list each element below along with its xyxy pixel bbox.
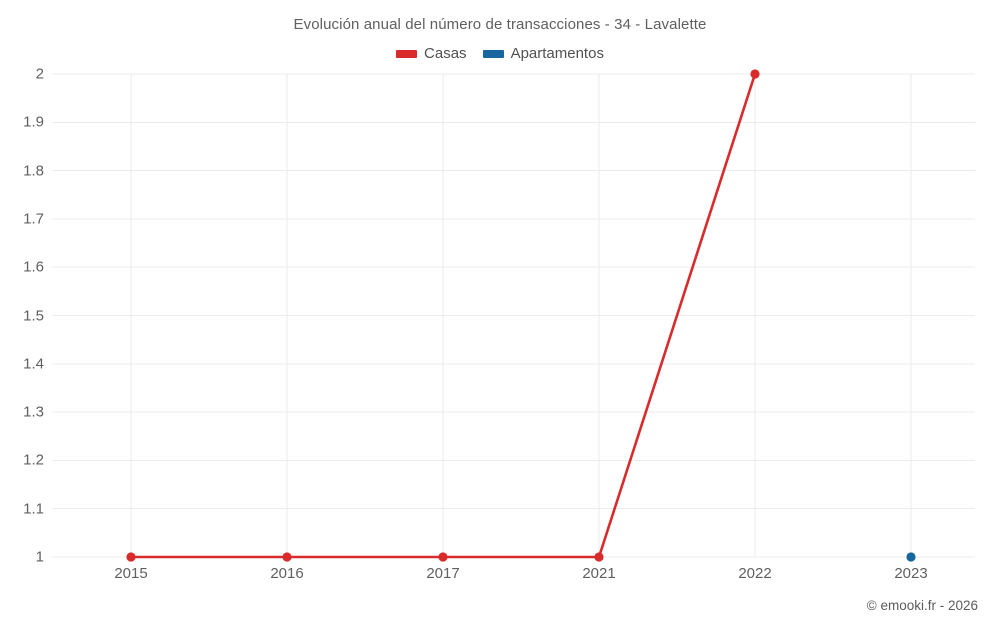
footer-credit: © emooki.fr - 2026 bbox=[866, 598, 978, 613]
y-tick-label: 1 bbox=[35, 548, 44, 566]
data-point[interactable] bbox=[438, 552, 448, 562]
y-tick-label: 1.6 bbox=[23, 258, 44, 276]
legend-item-apartamentos[interactable]: Apartamentos bbox=[482, 45, 604, 62]
data-point[interactable] bbox=[594, 552, 604, 562]
y-tick-label: 1.8 bbox=[23, 162, 44, 180]
plot-svg bbox=[52, 69, 975, 562]
data-point[interactable] bbox=[282, 552, 292, 562]
y-tick-label: 1.9 bbox=[23, 113, 44, 131]
chart-title: Evolución anual del número de transaccio… bbox=[293, 16, 707, 33]
y-axis: 2 1.9 1.8 1.7 1.6 1.5 1.4 1.3 1.2 1.1 1 bbox=[0, 66, 44, 566]
chart-legend: Casas Apartamentos bbox=[0, 45, 1000, 62]
x-tick-label: 2015 bbox=[114, 565, 148, 582]
grid-lines bbox=[52, 73, 975, 558]
x-tick-label: 2021 bbox=[582, 565, 616, 582]
x-tick-label: 2023 bbox=[894, 565, 928, 582]
y-tick-label: 1.7 bbox=[23, 210, 44, 228]
legend-swatch-icon bbox=[396, 49, 418, 58]
legend-item-casas[interactable]: Casas bbox=[396, 45, 467, 62]
x-tick-label: 2016 bbox=[270, 565, 304, 582]
y-tick-label: 1.3 bbox=[23, 403, 44, 421]
y-tick-label: 2 bbox=[35, 65, 44, 83]
y-tick-label: 1.5 bbox=[23, 307, 44, 324]
y-tick-label: 1.1 bbox=[23, 500, 44, 518]
data-point[interactable] bbox=[906, 552, 916, 562]
data-point[interactable] bbox=[126, 552, 136, 562]
x-tick-label: 2022 bbox=[738, 565, 772, 582]
plot-area bbox=[52, 69, 975, 562]
x-tick-label: 2017 bbox=[426, 565, 460, 582]
series-apartamentos bbox=[906, 552, 916, 562]
y-tick-label: 1.2 bbox=[23, 451, 44, 469]
legend-item-label: Casas bbox=[424, 45, 467, 62]
series-casas bbox=[126, 69, 760, 562]
x-axis: 2015 2016 2017 2021 2022 2023 bbox=[52, 565, 975, 591]
data-point[interactable] bbox=[750, 69, 760, 79]
legend-swatch-icon bbox=[482, 49, 504, 58]
legend-item-label: Apartamentos bbox=[510, 45, 604, 62]
y-tick-label: 1.4 bbox=[23, 355, 44, 373]
